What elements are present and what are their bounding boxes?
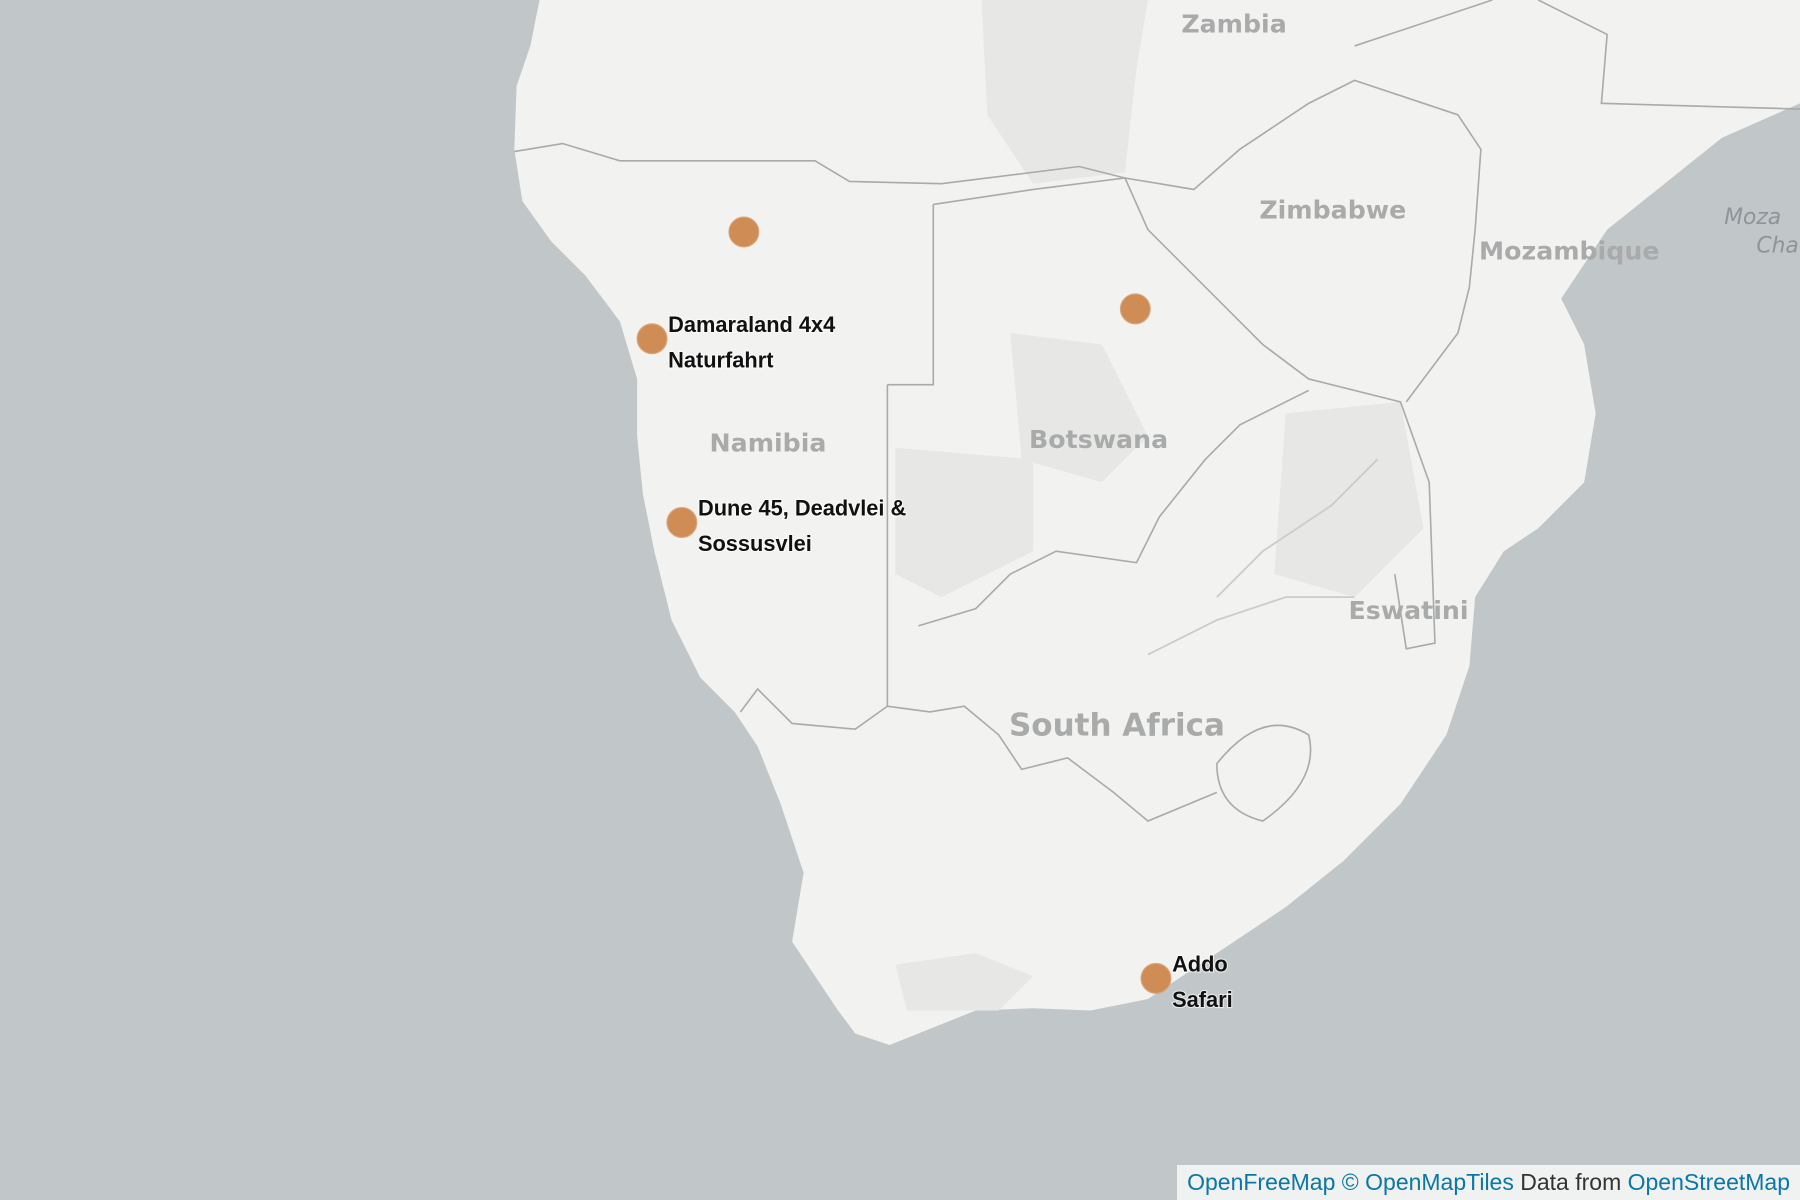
marker-label: Dune 45, Deadvlei & [698, 496, 907, 521]
country-label: Mozambique [1479, 237, 1659, 266]
attribution-link[interactable]: © OpenMapTiles [1341, 1169, 1514, 1195]
marker[interactable] [636, 323, 668, 355]
marker[interactable] [1140, 962, 1172, 994]
marker-label: Damaraland 4x4 [668, 312, 835, 337]
marker-label: Safari [1172, 987, 1233, 1012]
marker[interactable] [666, 506, 698, 538]
country-label: Botswana [1029, 425, 1168, 454]
marker-label: Sossusvlei [698, 531, 812, 556]
attribution-link[interactable]: OpenFreeMap [1187, 1169, 1336, 1195]
attribution-link[interactable]: OpenStreetMap [1627, 1169, 1790, 1195]
borders [514, 0, 1800, 822]
markers: Damaraland 4x4 Naturfahrt Dune 45, Deadv… [636, 216, 1234, 1013]
marker[interactable] [1119, 293, 1151, 325]
marker-label: Naturfahrt [668, 347, 773, 372]
sea-label: Moza [1724, 205, 1781, 230]
attribution-text: Data from [1520, 1169, 1622, 1195]
country-label: South Africa [1009, 707, 1225, 743]
country-label: Eswatini [1349, 596, 1469, 625]
terrain [895, 0, 1424, 1011]
country-label: Namibia [710, 428, 827, 457]
marker-label: Addo [1172, 952, 1228, 977]
attribution: OpenFreeMap © OpenMapTiles Data from Ope… [1177, 1165, 1800, 1200]
country-label: Zambia [1181, 9, 1286, 38]
marker[interactable] [728, 216, 760, 248]
country-labels: Zambia Zimbabwe Mozambique Namibia Botsw… [710, 9, 1799, 743]
sea-label: Cha [1756, 234, 1798, 259]
country-label: Zimbabwe [1259, 195, 1406, 224]
